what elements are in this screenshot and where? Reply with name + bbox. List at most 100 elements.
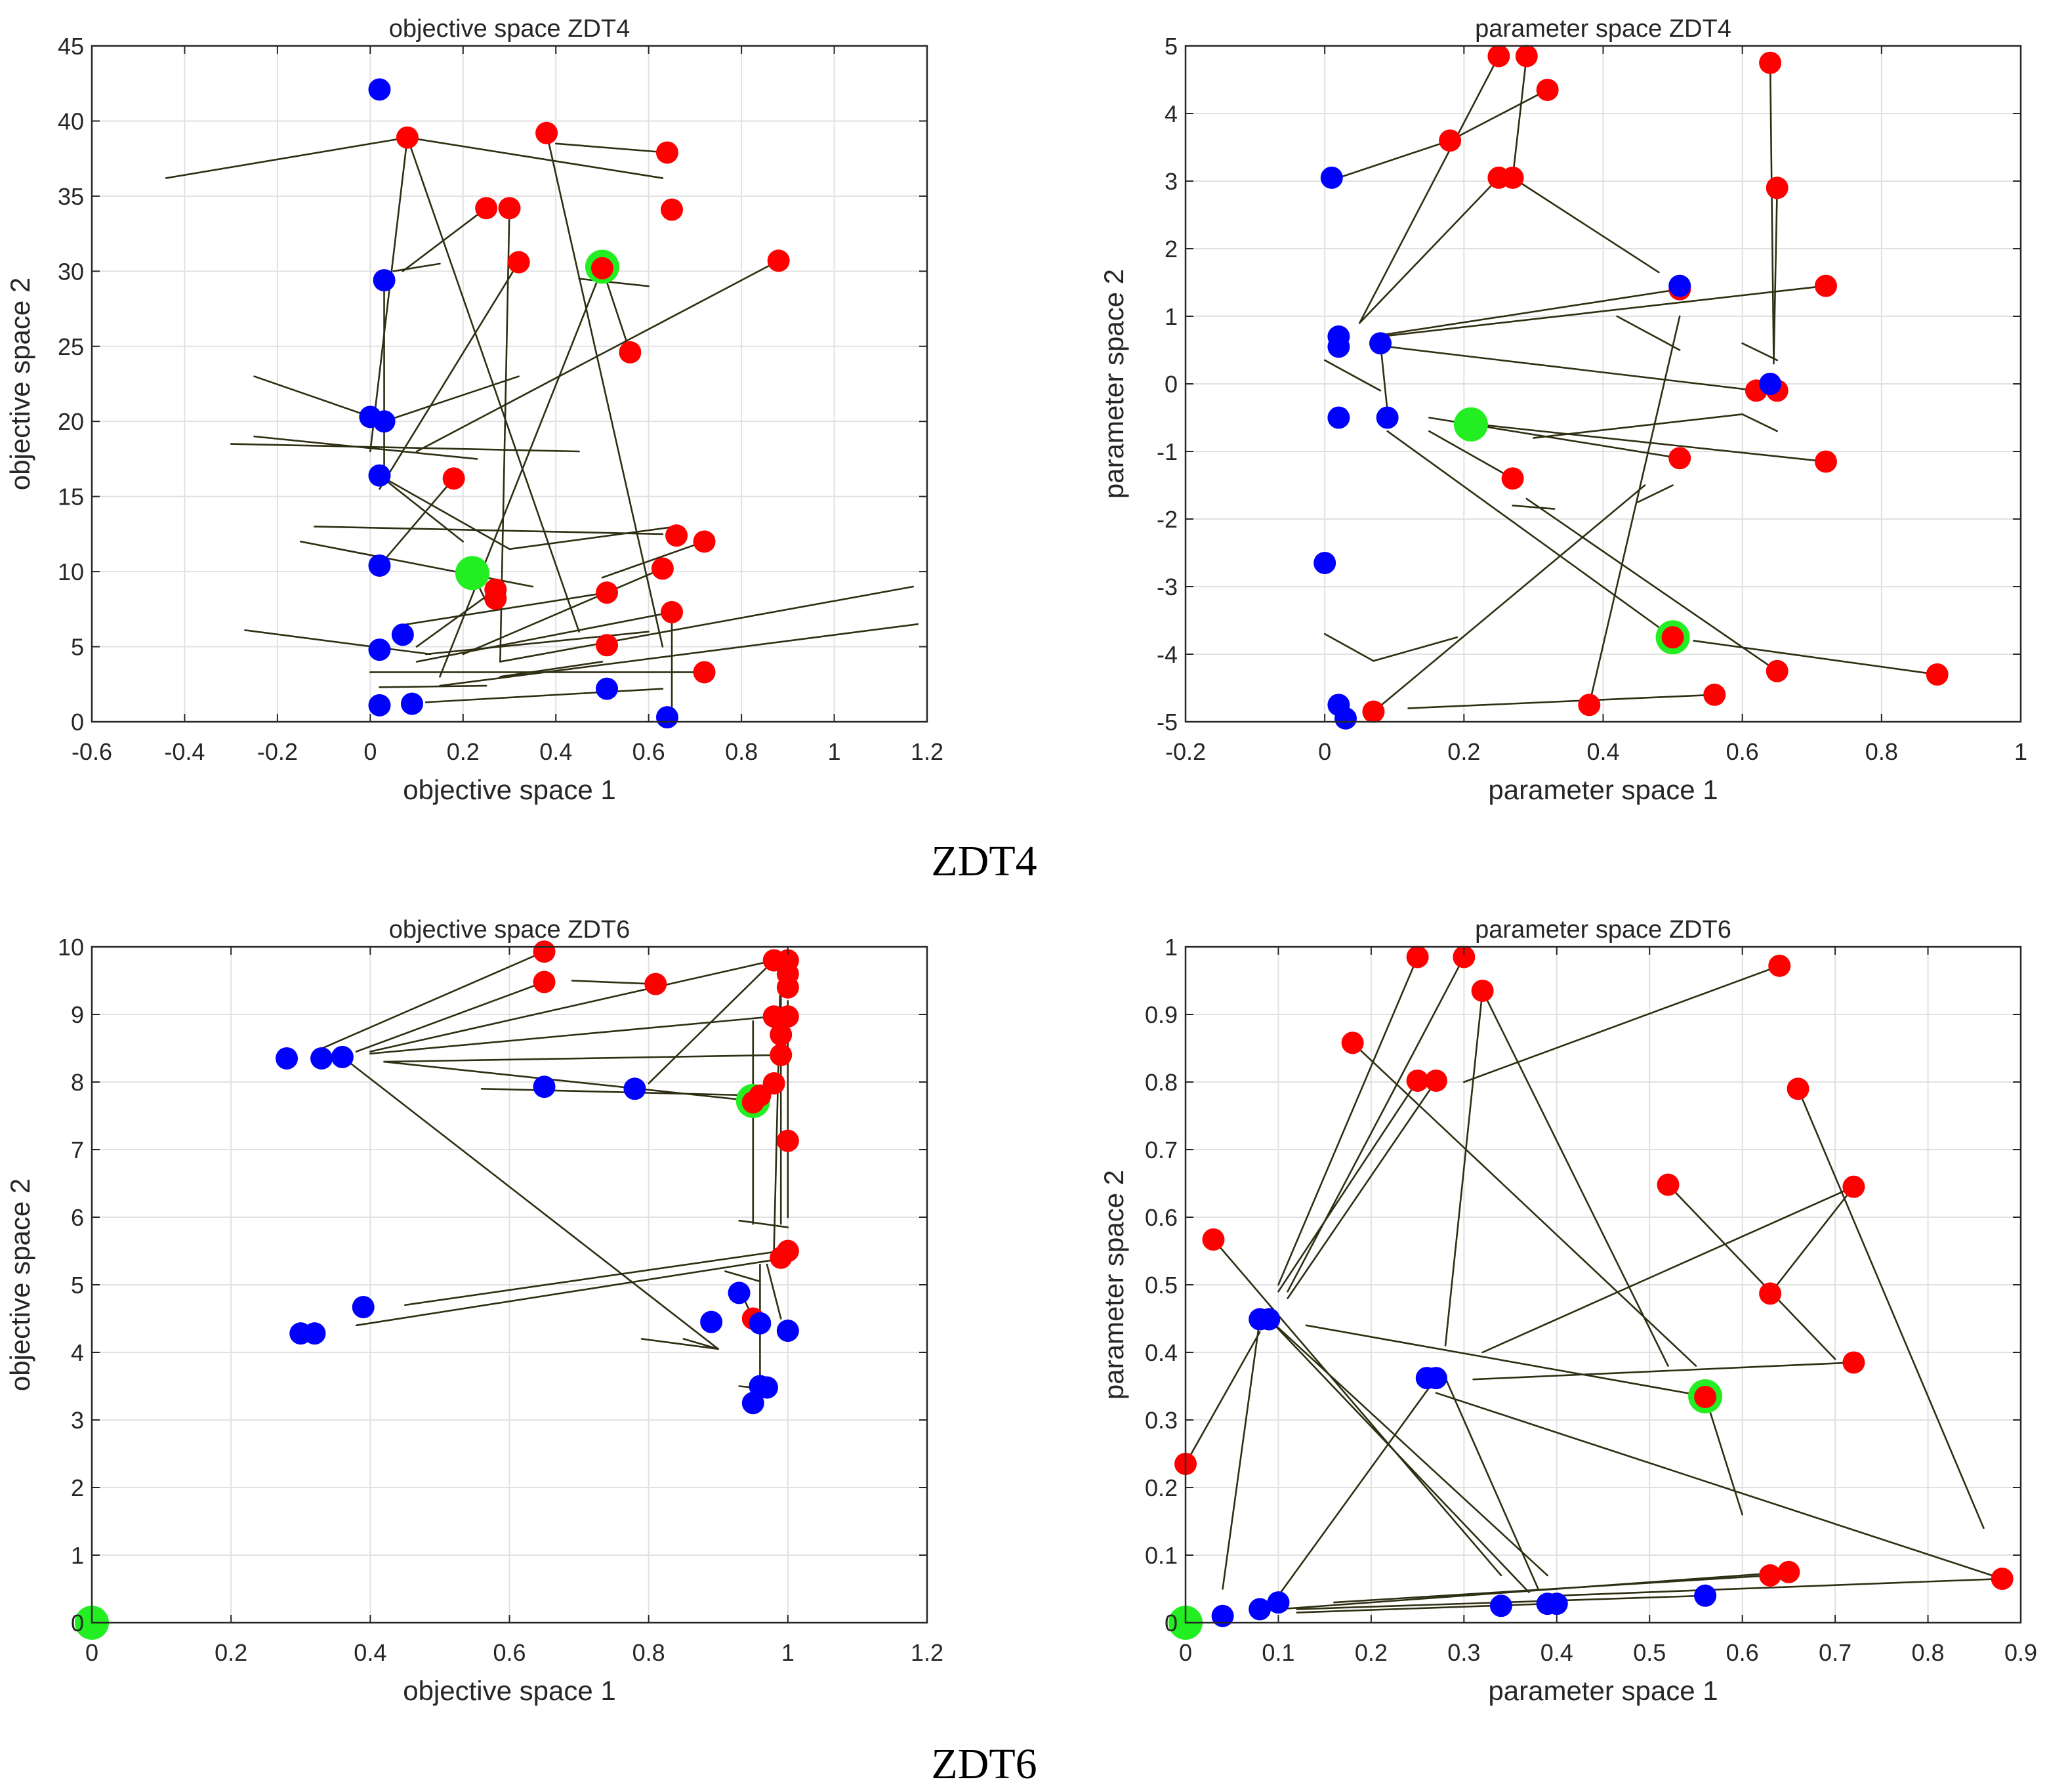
arrow-segment <box>1277 1377 1437 1597</box>
red-point <box>1766 177 1789 199</box>
y-tick-label: 0.5 <box>1145 1272 1178 1299</box>
blue-point <box>1249 1598 1272 1621</box>
y-tick-label: 5 <box>71 1272 84 1299</box>
arrow-segment <box>1222 1318 1261 1590</box>
red-point <box>1406 946 1429 969</box>
red-point <box>498 197 521 220</box>
y-tick-label: 0.4 <box>1145 1339 1178 1366</box>
y-tick-label: 0 <box>71 709 84 736</box>
series-blue <box>276 1045 799 1415</box>
x-tick-label: 0.6 <box>632 738 665 765</box>
arrow-segment <box>1407 694 1716 709</box>
y-axis-label: objective space 2 <box>5 278 35 491</box>
y-tick-label: 1 <box>1165 934 1178 961</box>
y-axis-label: objective space 2 <box>5 1178 35 1392</box>
arrow-segment <box>1435 1392 2004 1580</box>
blue-point <box>1267 1591 1290 1614</box>
red-point <box>644 972 667 995</box>
y-tick-label: 3 <box>71 1407 84 1434</box>
red-point <box>1703 683 1726 706</box>
red-point <box>1766 659 1789 682</box>
red-point <box>1453 946 1476 969</box>
blue-point <box>1545 1593 1568 1615</box>
blue-point <box>776 1320 799 1343</box>
red-point <box>1759 51 1782 74</box>
y-tick-label: 15 <box>58 484 84 511</box>
panel-parameter-space-zdt6: 0 0.1 0.2 0.3 0.4 0.5 0.6 0.7 0.8 0.9 0 0.1 0.2 0.3 0.… <box>1098 916 2037 1706</box>
red-point <box>1768 954 1791 977</box>
arrow-segment <box>253 435 478 460</box>
y-tick-label: 1 <box>71 1542 84 1569</box>
arrow-segment <box>1373 636 1458 662</box>
arrow-segment <box>397 591 608 627</box>
arrow-segment <box>1379 288 1681 337</box>
arrow-segment <box>314 526 664 535</box>
arrow-segment <box>1637 484 1674 503</box>
red-point <box>1842 1175 1865 1198</box>
arrow-segment <box>1481 1186 1855 1354</box>
red-point <box>651 557 674 580</box>
red-point <box>1501 467 1524 490</box>
arrow-segment <box>1533 413 1743 439</box>
arrow-segment <box>1512 177 1660 274</box>
x-tick-label: 1 <box>781 1639 795 1666</box>
arrow-segment <box>766 1263 782 1320</box>
y-tick-label: 3 <box>1165 168 1178 195</box>
y-tick-label: 25 <box>58 333 84 360</box>
red-point <box>590 257 613 280</box>
red-point <box>661 600 684 623</box>
red-point <box>1926 663 1949 686</box>
arrow-segment <box>415 260 779 453</box>
red-point <box>1202 1228 1225 1251</box>
arrow-segment <box>1379 342 1388 412</box>
red-point <box>1759 1564 1782 1587</box>
x-axis-label: objective space 1 <box>403 1675 616 1706</box>
arrow-segment <box>724 1270 761 1283</box>
green-point <box>1453 407 1488 442</box>
arrow-segment <box>439 267 604 678</box>
arrow-segment <box>1472 1362 1855 1381</box>
arrow-segment <box>1773 186 1779 365</box>
arrow-segment <box>1616 315 1681 351</box>
blue-point <box>368 78 391 101</box>
y-tick-label: 0.6 <box>1145 1204 1178 1231</box>
y-tick-label: 6 <box>71 1204 84 1231</box>
arrow-segment <box>1797 1088 1985 1530</box>
arrow-segment <box>355 1257 789 1327</box>
x-tick-label: 0.4 <box>1586 738 1619 765</box>
x-tick-label: 0 <box>1318 738 1331 765</box>
arrow-segment <box>341 1056 720 1350</box>
y-tick-label: 45 <box>58 33 84 60</box>
series-red <box>396 121 790 684</box>
y-tick-label: 2 <box>1165 236 1178 262</box>
arrow-segment <box>379 477 455 567</box>
arrow-segment <box>1287 956 1465 1293</box>
y-tick-label: 2 <box>71 1474 84 1501</box>
y-tick-label: 35 <box>58 183 84 210</box>
red-point <box>1439 129 1462 152</box>
red-point <box>1515 45 1538 68</box>
red-point <box>1657 1173 1680 1196</box>
red-point <box>1661 626 1684 649</box>
y-tick-label: 0.1 <box>1145 1542 1178 1569</box>
arrow-segment <box>545 132 664 648</box>
blue-point <box>310 1047 333 1070</box>
arrow-segment <box>406 136 664 179</box>
arrow-segment <box>1386 430 1674 638</box>
series-blue <box>1211 1308 1717 1627</box>
red-point <box>1578 694 1601 717</box>
arrow-segment <box>578 278 650 287</box>
arrow-segment <box>1268 1318 1548 1577</box>
arrow-segment <box>462 568 664 656</box>
arrow-segment <box>1212 1238 1502 1577</box>
x-tick-label: 0.4 <box>1540 1639 1573 1666</box>
red-point <box>770 1043 793 1066</box>
y-tick-label: 0.2 <box>1145 1474 1178 1501</box>
red-point <box>1362 700 1385 723</box>
red-point <box>1501 166 1524 189</box>
x-tick-label: -0.6 <box>72 738 112 765</box>
blue-point <box>749 1312 772 1335</box>
red-point <box>533 940 556 963</box>
arrow-segment <box>1769 62 1775 358</box>
arrow-segment <box>640 1338 720 1350</box>
